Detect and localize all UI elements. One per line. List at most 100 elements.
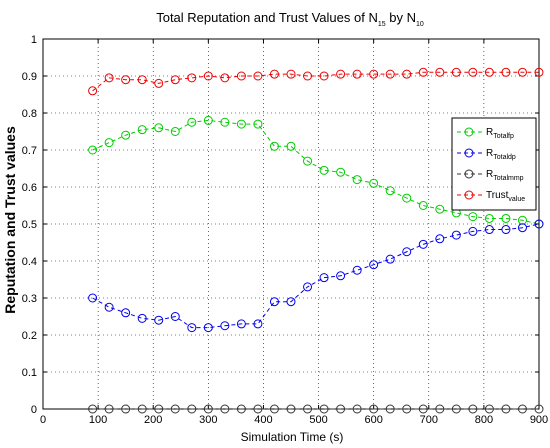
data-point-fp	[352, 175, 362, 185]
data-point-fp	[187, 117, 197, 127]
data-point-mmp	[418, 404, 428, 414]
x-tick-label: 200	[144, 414, 162, 426]
data-point-dp	[121, 308, 131, 318]
data-point-fp	[501, 213, 511, 223]
data-point-dp	[352, 265, 362, 275]
x-tick-label: 0	[40, 414, 46, 426]
x-tick-label: 700	[420, 414, 438, 426]
data-point-fp	[253, 119, 263, 129]
data-point-dp	[203, 323, 213, 333]
axis-ticks: 0 100 200 300 400 500 600 700 800 900 0 0.1 0.2 0.3 0.…	[22, 34, 548, 426]
data-point-dp	[435, 234, 445, 244]
data-point-fp	[137, 125, 147, 135]
y-tick-label: 0.1	[22, 367, 37, 379]
data-point-dp	[154, 315, 164, 325]
legend-marker-trust	[464, 190, 474, 200]
series-trust	[88, 67, 544, 96]
data-point-trust	[220, 73, 230, 83]
data-point-trust	[88, 86, 98, 96]
data-point-fp	[121, 130, 131, 140]
data-point-fp	[484, 213, 494, 223]
data-point-fp	[220, 117, 230, 127]
data-point-fp	[303, 156, 313, 166]
data-point-fp	[385, 186, 395, 196]
data-point-mmp	[286, 404, 296, 414]
y-tick-label: 0.8	[22, 108, 37, 120]
y-tick-label: 0.9	[22, 71, 37, 83]
data-point-fp	[203, 115, 213, 125]
data-point-fp	[435, 204, 445, 214]
data-point-trust	[253, 71, 263, 81]
legend-label-dp: RTotaldp	[486, 148, 516, 161]
data-point-fp	[402, 193, 412, 203]
legend-label-fp: RTotalfp	[486, 127, 514, 140]
y-tick-label: 0.2	[22, 330, 37, 342]
data-point-dp	[303, 282, 313, 292]
x-tick-label: 500	[309, 414, 327, 426]
y-axis-label: Reputation and Trust values	[2, 126, 18, 314]
data-point-fp	[319, 165, 329, 175]
data-point-mmp	[220, 404, 230, 414]
legend-label-trust: Trustvalue	[486, 190, 525, 203]
data-point-trust	[203, 71, 213, 81]
data-point-mmp	[88, 404, 98, 414]
series-dp	[88, 219, 544, 333]
data-point-fp	[369, 178, 379, 188]
data-point-fp	[418, 201, 428, 210]
data-point-trust	[269, 69, 279, 79]
chart-title-sub1: 15	[378, 21, 386, 28]
data-point-mmp	[154, 404, 164, 414]
data-point-trust	[501, 67, 511, 77]
data-point-fp	[104, 138, 114, 148]
chart-title-mid: by N	[386, 10, 416, 25]
data-point-trust	[121, 75, 131, 85]
data-point-dp	[170, 312, 180, 321]
data-point-dp	[253, 319, 263, 329]
data-point-dp	[468, 226, 478, 236]
legend-marker-dp	[464, 148, 474, 158]
data-point-dp	[88, 293, 98, 303]
series-group	[88, 67, 544, 414]
data-point-trust	[517, 67, 527, 77]
data-point-dp	[236, 319, 246, 329]
data-point-mmp	[385, 404, 395, 414]
data-point-fp	[269, 141, 279, 151]
chart-title: Total Reputation and Trust Values of N15…	[156, 10, 424, 28]
data-point-trust	[286, 69, 296, 79]
data-point-mmp	[303, 404, 313, 414]
data-point-dp	[269, 297, 279, 307]
x-tick-label: 900	[530, 414, 548, 426]
data-point-trust	[104, 73, 114, 83]
series-line-dp	[92, 223, 540, 329]
data-point-dp	[534, 219, 544, 229]
chart-title-sub2: 10	[416, 21, 424, 28]
data-point-dp	[418, 239, 428, 249]
y-tick-label: 0	[31, 404, 37, 416]
x-tick-label: 400	[254, 414, 272, 426]
data-point-mmp	[336, 404, 346, 414]
data-point-dp	[104, 302, 114, 312]
data-point-dp	[137, 313, 147, 323]
y-tick-label: 0.5	[22, 219, 37, 231]
data-point-dp	[517, 223, 527, 233]
data-point-mmp	[203, 404, 213, 414]
data-point-mmp	[534, 404, 544, 414]
data-point-mmp	[517, 404, 527, 414]
legend: RTotalfp RTotaldp RTotalmmp Trustvalue	[451, 117, 537, 211]
data-point-dp	[369, 260, 379, 270]
data-point-dp	[451, 230, 461, 240]
series-line-fp	[92, 119, 540, 225]
data-point-fp	[88, 145, 98, 155]
data-point-mmp	[468, 404, 478, 414]
data-point-trust	[352, 69, 362, 79]
data-point-trust	[137, 75, 147, 85]
data-point-mmp	[435, 404, 445, 414]
data-point-mmp	[253, 404, 263, 414]
data-point-mmp	[402, 404, 412, 414]
data-point-fp	[236, 119, 246, 129]
x-tick-label: 600	[364, 414, 382, 426]
y-tick-label: 0.4	[22, 256, 37, 268]
data-point-trust	[418, 67, 428, 77]
data-point-mmp	[451, 404, 461, 414]
